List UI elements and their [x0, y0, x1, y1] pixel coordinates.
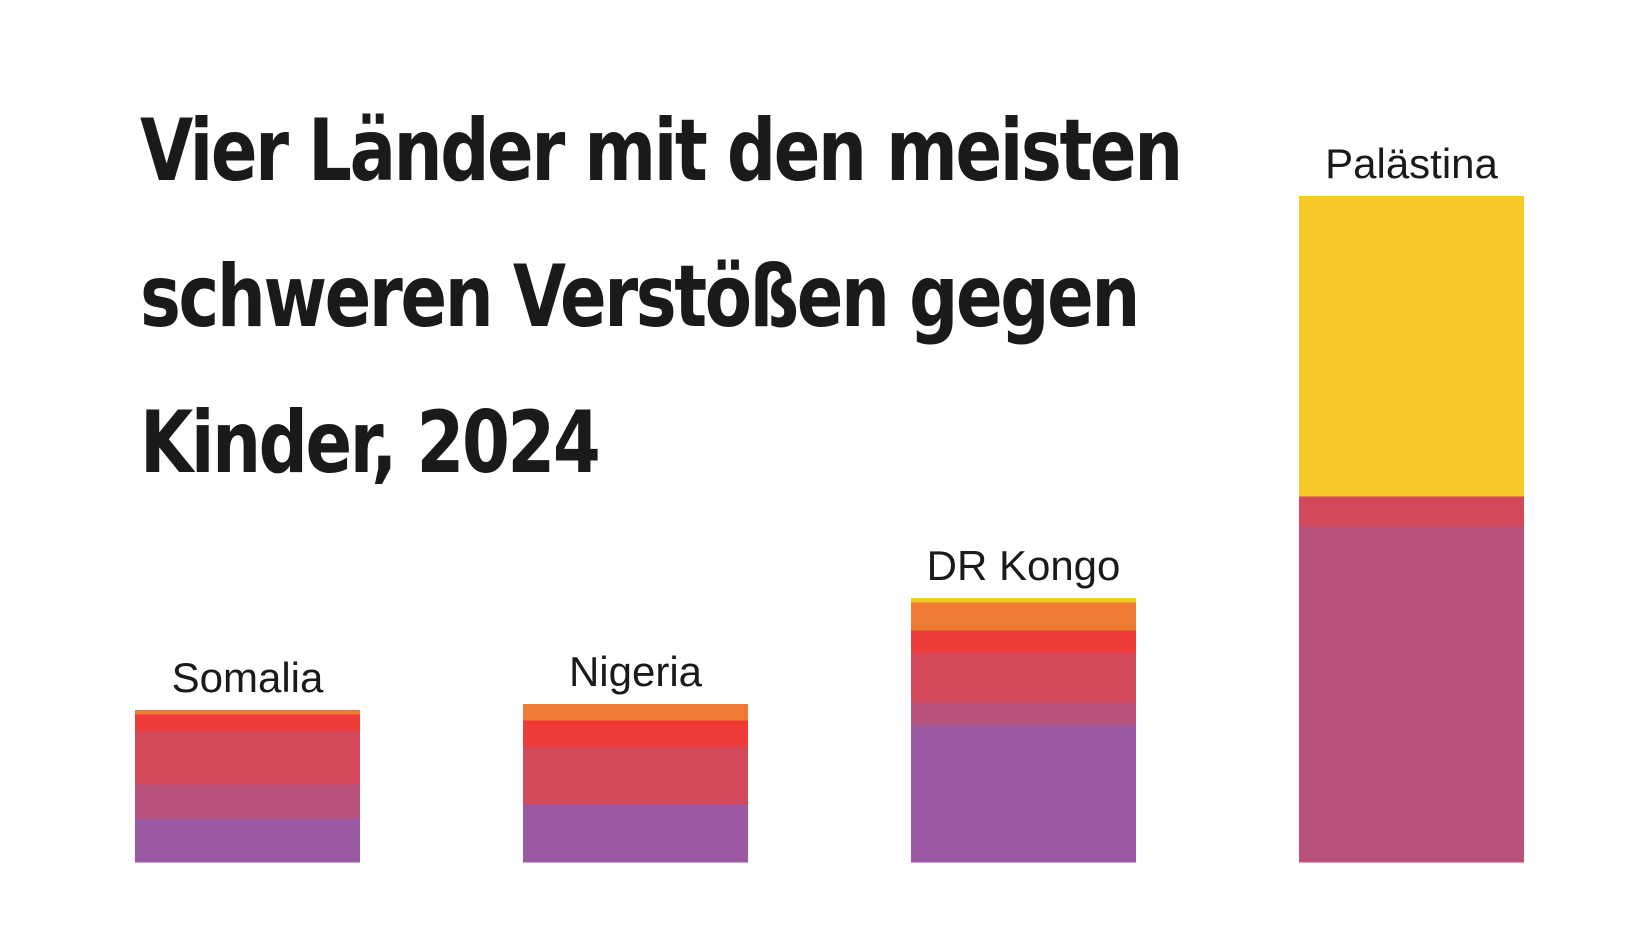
category-label: Nigeria [569, 648, 703, 695]
bar-group-1: Nigeria [523, 648, 748, 863]
bar-segment-3-1 [1299, 526, 1524, 863]
category-label: DR Kongo [927, 542, 1121, 589]
bar-segment-3-2 [1299, 496, 1524, 527]
bar-segment-2-4 [911, 602, 1136, 631]
bar-segment-2-0 [911, 724, 1136, 863]
bar-segment-0-0 [135, 818, 360, 863]
chart-title-line-2: schweren Verstößen gegen [140, 247, 1140, 347]
category-label: Somalia [172, 654, 324, 701]
bar-segment-1-2 [523, 746, 748, 805]
bar-group-2: DR Kongo [911, 542, 1136, 863]
bar-segment-2-3 [911, 630, 1136, 653]
bar-segment-0-3 [135, 714, 360, 731]
bar-segment-1-3 [523, 720, 748, 747]
bar-segment-0-1 [135, 784, 360, 819]
category-label: Palästina [1325, 140, 1498, 187]
chart-title-line-3: Kinder, 2024 [140, 393, 601, 493]
bar-segment-3-5 [1299, 196, 1524, 497]
bar-segment-0-2 [135, 730, 360, 785]
bar-segment-2-2 [911, 652, 1136, 703]
bar-segment-0-4 [135, 710, 360, 715]
bar-segment-2-5 [911, 598, 1136, 603]
chart-title: Vier Länder mit den meisten schweren Ver… [140, 78, 1183, 516]
bar-group-3: Palästina [1299, 140, 1524, 863]
bar-segment-1-4 [523, 704, 748, 721]
bar-segment-1-0 [523, 804, 748, 863]
bar-segment-2-1 [911, 702, 1136, 725]
bar-group-0: Somalia [135, 654, 360, 863]
chart-title-line-1: Vier Länder mit den meisten [140, 101, 1183, 201]
